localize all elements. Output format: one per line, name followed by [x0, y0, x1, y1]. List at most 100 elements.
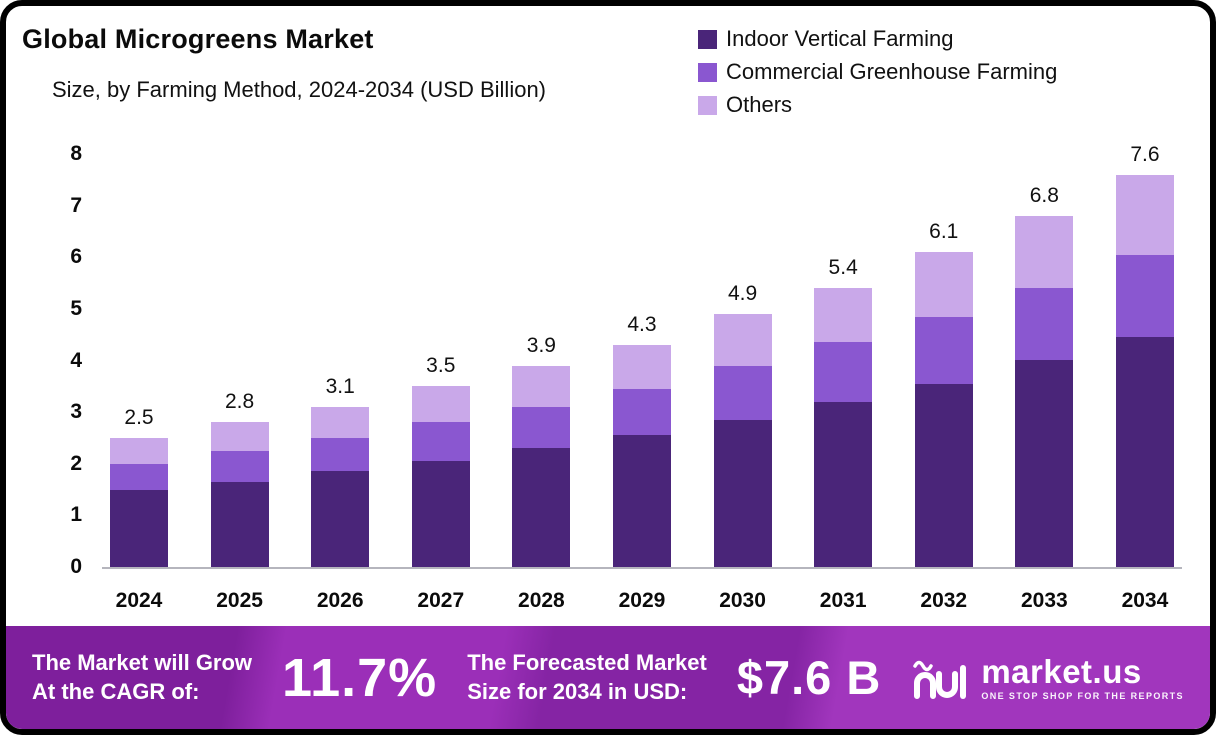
bar-segment-commercial-greenhouse-farming: [814, 342, 873, 402]
bar-segment-others: [914, 252, 973, 317]
forecast-label-line1: The Forecasted Market: [467, 649, 707, 675]
brand-tagline: ONE STOP SHOP FOR THE REPORTS: [981, 690, 1184, 701]
chart-header: Global Microgreens Market Size, by Farmi…: [6, 6, 1210, 128]
bar-segment-others: [210, 422, 269, 451]
bar-group: 2.5 2024: [110, 406, 168, 612]
bar-group: 4.3 2029: [612, 313, 671, 612]
bar-group: 3.5 2027: [411, 354, 470, 612]
forecast-label-line2: Size for 2034 in USD:: [467, 678, 688, 704]
legend: Indoor Vertical Farming Commercial Greenh…: [698, 26, 1057, 118]
x-axis-label: 2029: [618, 589, 666, 612]
bar-total-label: 3.5: [426, 354, 456, 378]
bar-segment-commercial-greenhouse-farming: [411, 422, 470, 462]
bar-segment-indoor-vertical-farming: [210, 481, 269, 567]
x-axis-label: 2032: [920, 589, 968, 612]
legend-label: Others: [726, 92, 793, 117]
bar-segment-others: [814, 288, 873, 343]
forecast-label: The Forecasted Market Size for 2034 in U…: [467, 649, 707, 706]
bar-segment-others: [1015, 215, 1074, 289]
x-axis-label: 2028: [518, 589, 565, 612]
bar-group: 3.9 2028: [512, 334, 571, 612]
legend-item: Commercial Greenhouse Farming: [698, 59, 1057, 85]
bar-segment-commercial-greenhouse-farming: [110, 463, 168, 490]
bar-segment-others: [713, 314, 772, 366]
bar-total-label: 2.8: [224, 390, 255, 414]
bar-group: 7.6 2034: [1115, 143, 1174, 612]
bar-segment-commercial-greenhouse-farming: [311, 437, 370, 472]
marketus-logo-icon: [911, 656, 969, 700]
y-tick-label: 7: [70, 193, 82, 217]
bar-total-label: 5.4: [828, 256, 858, 280]
plot-area: 2.5 2024 2.8 2025 3.1 2026 3.5 2027 3.9 2028 4.3 20…: [70, 142, 1182, 612]
y-tick-label: 6: [70, 245, 82, 269]
legend-item: Indoor Vertical Farming: [698, 26, 1057, 52]
bar-segment-indoor-vertical-farming: [612, 435, 671, 567]
bar-group: 6.8 2033: [1015, 184, 1074, 612]
legend-item: Others: [698, 92, 1057, 118]
brand-text: market.us ONE STOP SHOP FOR THE REPORTS: [981, 655, 1184, 701]
x-axis-label: 2024: [115, 589, 163, 612]
bar-segment-indoor-vertical-farming: [1015, 360, 1074, 567]
bar-segment-indoor-vertical-farming: [713, 419, 772, 567]
bar-segment-commercial-greenhouse-farming: [1015, 288, 1074, 361]
bar-group: 2.8 2025: [210, 390, 269, 612]
bar-group: 4.9 2030: [713, 282, 772, 612]
bar-segment-others: [411, 386, 470, 423]
bar-total-label: 2.5: [124, 405, 154, 429]
bar-total-label: 3.9: [526, 333, 556, 357]
bar-group: 5.4 2031: [814, 256, 873, 612]
chart-subtitle: Size, by Farming Method, 2024-2034 (USD …: [52, 77, 547, 102]
legend-swatch: [698, 62, 717, 82]
x-axis-label: 2027: [417, 589, 465, 612]
x-axis-label: 2034: [1121, 589, 1169, 612]
bar-segment-indoor-vertical-farming: [311, 471, 370, 567]
y-tick-label: 3: [70, 400, 82, 424]
bar-segment-commercial-greenhouse-farming: [914, 316, 973, 384]
cagr-label: The Market will Grow At the CAGR of:: [32, 649, 252, 706]
bar-segment-others: [311, 406, 370, 438]
footer-banner: The Market will Grow At the CAGR of: 11.…: [6, 626, 1210, 729]
bars: 2.5 2024 2.8 2025 3.1 2026 3.5 2027 3.9 2028 4.3 20…: [102, 143, 1182, 612]
bar-total-label: 6.1: [929, 220, 959, 244]
cagr-value: 11.7%: [282, 647, 438, 708]
y-tick-label: 0: [70, 555, 82, 578]
bar-segment-indoor-vertical-farming: [814, 401, 873, 567]
bar-total-label: 4.3: [627, 313, 657, 337]
bar-segment-indoor-vertical-farming: [914, 383, 973, 567]
x-axis-label: 2030: [719, 589, 766, 612]
bar-total-label: 7.6: [1130, 142, 1160, 166]
x-axis-label: 2025: [216, 589, 263, 612]
x-axis-label: 2031: [819, 589, 867, 612]
chart-title: Global Microgreens Market: [22, 24, 374, 54]
bar-segment-others: [110, 437, 168, 464]
y-tick-label: 1: [70, 503, 82, 527]
legend-label: Commercial Greenhouse Farming: [726, 59, 1058, 84]
cagr-label-line1: The Market will Grow: [32, 649, 253, 675]
cagr-label-line2: At the CAGR of:: [32, 678, 200, 704]
bar-group: 6.1 2032: [914, 220, 973, 612]
bar-segment-commercial-greenhouse-farming: [1115, 254, 1174, 338]
chart-body: 2.5 2024 2.8 2025 3.1 2026 3.5 2027 3.9 2028 4.3 20…: [6, 142, 1210, 626]
y-tick-label: 2: [70, 451, 82, 475]
bar-segment-indoor-vertical-farming: [110, 489, 168, 567]
bar-segment-others: [1115, 174, 1174, 255]
bar-total-label: 3.1: [325, 374, 355, 398]
legend-swatch: [698, 95, 717, 115]
bar-segment-commercial-greenhouse-farming: [512, 406, 571, 449]
x-axis-label: 2026: [316, 589, 364, 612]
bar-segment-indoor-vertical-farming: [411, 461, 470, 567]
legend-swatch: [698, 29, 717, 49]
bar-segment-commercial-greenhouse-farming: [210, 450, 269, 482]
y-tick-label: 4: [70, 348, 82, 372]
bar-segment-commercial-greenhouse-farming: [713, 365, 772, 420]
bar-segment-indoor-vertical-farming: [1115, 337, 1174, 567]
brand: market.us ONE STOP SHOP FOR THE REPORTS: [911, 655, 1184, 701]
bar-segment-others: [612, 345, 671, 389]
bar-segment-others: [512, 365, 571, 407]
bar-group: 3.1 2026: [311, 375, 370, 612]
bar-total-label: 6.8: [1029, 183, 1059, 207]
bar-total-label: 4.9: [727, 282, 758, 306]
x-axis-label: 2033: [1020, 589, 1068, 612]
bar-segment-commercial-greenhouse-farming: [612, 388, 671, 436]
y-tick-label: 5: [70, 296, 82, 320]
